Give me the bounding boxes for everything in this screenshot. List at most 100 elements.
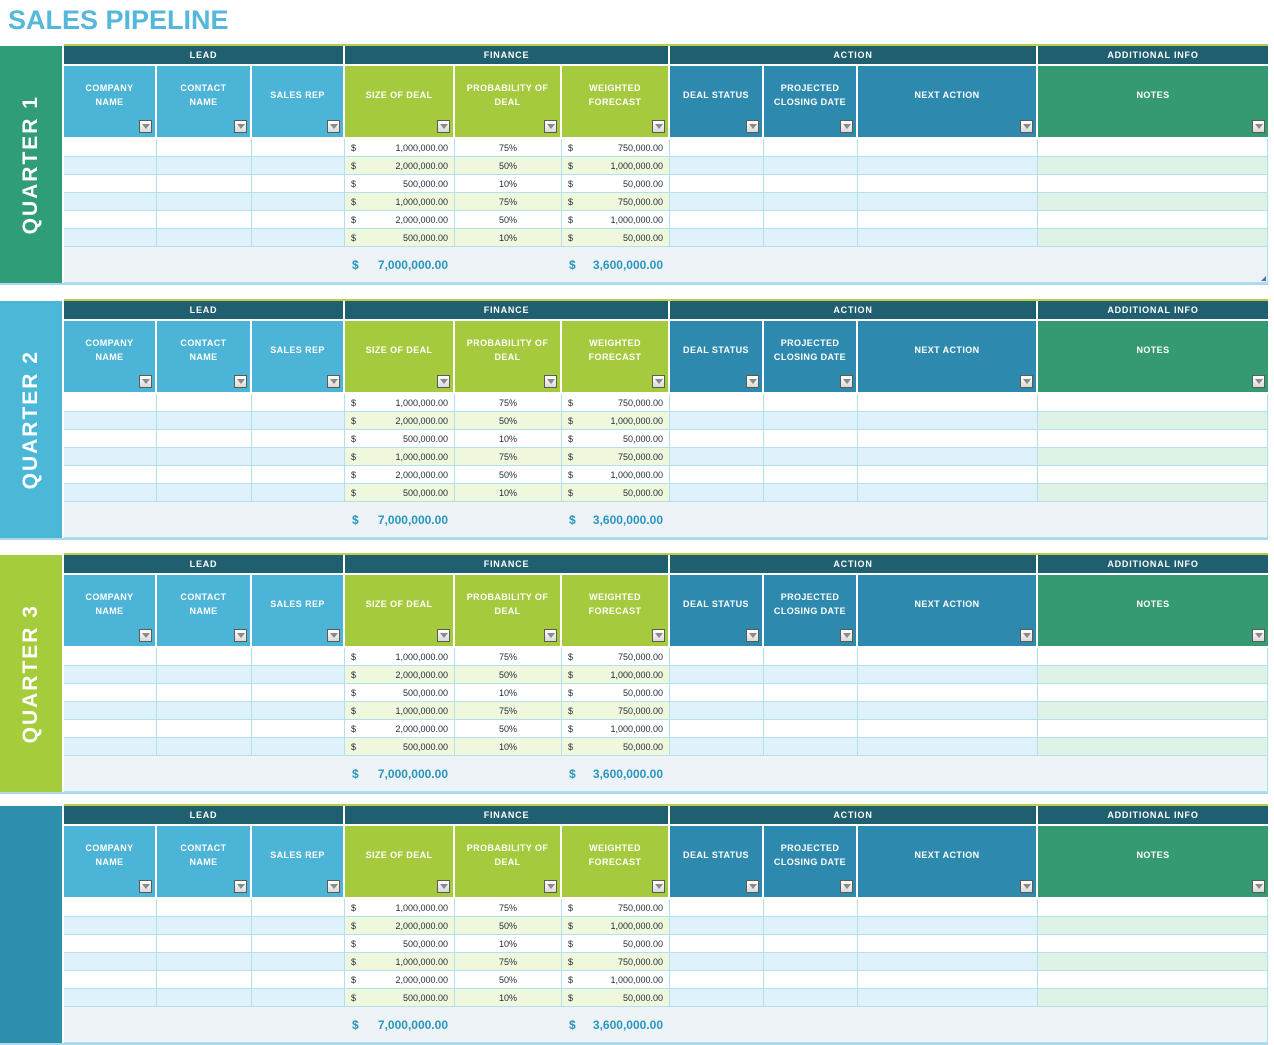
- cell-probability-of-deal[interactable]: 10%: [455, 484, 562, 502]
- cell-size-of-deal[interactable]: $1,000,000.00: [345, 193, 455, 211]
- cell-size-of-deal[interactable]: $1,000,000.00: [345, 648, 455, 666]
- cell-next-action[interactable]: [858, 648, 1038, 666]
- filter-button-contact-name[interactable]: [234, 375, 247, 388]
- filter-button-next-action[interactable]: [1020, 120, 1033, 133]
- cell-sales-rep[interactable]: [252, 229, 345, 247]
- total-cell-weighted-forecast[interactable]: $3,600,000.00: [562, 1007, 670, 1042]
- cell-next-action[interactable]: [858, 157, 1038, 175]
- cell-weighted-forecast[interactable]: $750,000.00: [562, 193, 670, 211]
- cell-notes[interactable]: [1038, 175, 1268, 193]
- filter-button-next-action[interactable]: [1020, 375, 1033, 388]
- cell-projected-closing-date[interactable]: [764, 935, 858, 953]
- cell-deal-status[interactable]: [670, 448, 764, 466]
- cell-sales-rep[interactable]: [252, 953, 345, 971]
- cell-probability-of-deal[interactable]: 50%: [455, 917, 562, 935]
- cell-sales-rep[interactable]: [252, 702, 345, 720]
- cell-sales-rep[interactable]: [252, 448, 345, 466]
- cell-company-name[interactable]: [64, 157, 157, 175]
- cell-weighted-forecast[interactable]: $750,000.00: [562, 394, 670, 412]
- cell-size-of-deal[interactable]: $2,000,000.00: [345, 971, 455, 989]
- cell-projected-closing-date[interactable]: [764, 229, 858, 247]
- cell-notes[interactable]: [1038, 953, 1268, 971]
- cell-weighted-forecast[interactable]: $1,000,000.00: [562, 720, 670, 738]
- cell-company-name[interactable]: [64, 466, 157, 484]
- cell-company-name[interactable]: [64, 193, 157, 211]
- cell-projected-closing-date[interactable]: [764, 157, 858, 175]
- cell-company-name[interactable]: [64, 648, 157, 666]
- cell-contact-name[interactable]: [157, 412, 252, 430]
- cell-deal-status[interactable]: [670, 953, 764, 971]
- cell-sales-rep[interactable]: [252, 193, 345, 211]
- cell-weighted-forecast[interactable]: $1,000,000.00: [562, 917, 670, 935]
- cell-next-action[interactable]: [858, 466, 1038, 484]
- cell-size-of-deal[interactable]: $2,000,000.00: [345, 211, 455, 229]
- cell-contact-name[interactable]: [157, 971, 252, 989]
- filter-button-deal-status[interactable]: [746, 880, 759, 893]
- filter-button-probability-of-deal[interactable]: [544, 880, 557, 893]
- cell-weighted-forecast[interactable]: $750,000.00: [562, 702, 670, 720]
- cell-company-name[interactable]: [64, 720, 157, 738]
- filter-button-weighted-forecast[interactable]: [652, 629, 665, 642]
- cell-projected-closing-date[interactable]: [764, 484, 858, 502]
- filter-button-sales-rep[interactable]: [327, 375, 340, 388]
- cell-deal-status[interactable]: [670, 935, 764, 953]
- cell-contact-name[interactable]: [157, 953, 252, 971]
- cell-deal-status[interactable]: [670, 430, 764, 448]
- cell-next-action[interactable]: [858, 738, 1038, 756]
- cell-projected-closing-date[interactable]: [764, 899, 858, 917]
- filter-button-company-name[interactable]: [139, 629, 152, 642]
- cell-probability-of-deal[interactable]: 75%: [455, 193, 562, 211]
- cell-weighted-forecast[interactable]: $750,000.00: [562, 448, 670, 466]
- cell-sales-rep[interactable]: [252, 139, 345, 157]
- cell-projected-closing-date[interactable]: [764, 139, 858, 157]
- filter-button-size-of-deal[interactable]: [437, 120, 450, 133]
- cell-weighted-forecast[interactable]: $1,000,000.00: [562, 666, 670, 684]
- cell-sales-rep[interactable]: [252, 684, 345, 702]
- cell-next-action[interactable]: [858, 899, 1038, 917]
- cell-contact-name[interactable]: [157, 175, 252, 193]
- cell-size-of-deal[interactable]: $2,000,000.00: [345, 157, 455, 175]
- cell-size-of-deal[interactable]: $500,000.00: [345, 684, 455, 702]
- cell-deal-status[interactable]: [670, 702, 764, 720]
- filter-button-sales-rep[interactable]: [327, 120, 340, 133]
- cell-notes[interactable]: [1038, 702, 1268, 720]
- filter-button-probability-of-deal[interactable]: [544, 375, 557, 388]
- cell-sales-rep[interactable]: [252, 412, 345, 430]
- cell-contact-name[interactable]: [157, 466, 252, 484]
- cell-contact-name[interactable]: [157, 394, 252, 412]
- cell-projected-closing-date[interactable]: [764, 666, 858, 684]
- filter-button-contact-name[interactable]: [234, 120, 247, 133]
- cell-deal-status[interactable]: [670, 466, 764, 484]
- cell-notes[interactable]: [1038, 484, 1268, 502]
- cell-deal-status[interactable]: [670, 484, 764, 502]
- cell-probability-of-deal[interactable]: 75%: [455, 394, 562, 412]
- cell-size-of-deal[interactable]: $2,000,000.00: [345, 666, 455, 684]
- cell-sales-rep[interactable]: [252, 430, 345, 448]
- filter-button-weighted-forecast[interactable]: [652, 120, 665, 133]
- cell-size-of-deal[interactable]: $500,000.00: [345, 738, 455, 756]
- cell-sales-rep[interactable]: [252, 989, 345, 1007]
- cell-notes[interactable]: [1038, 738, 1268, 756]
- filter-button-projected-closing-date[interactable]: [840, 375, 853, 388]
- cell-sales-rep[interactable]: [252, 935, 345, 953]
- cell-company-name[interactable]: [64, 971, 157, 989]
- cell-projected-closing-date[interactable]: [764, 193, 858, 211]
- cell-probability-of-deal[interactable]: 75%: [455, 953, 562, 971]
- cell-probability-of-deal[interactable]: 10%: [455, 175, 562, 193]
- cell-projected-closing-date[interactable]: [764, 953, 858, 971]
- cell-deal-status[interactable]: [670, 971, 764, 989]
- total-cell-weighted-forecast[interactable]: $3,600,000.00: [562, 247, 670, 282]
- cell-deal-status[interactable]: [670, 648, 764, 666]
- cell-company-name[interactable]: [64, 484, 157, 502]
- cell-notes[interactable]: [1038, 935, 1268, 953]
- filter-button-size-of-deal[interactable]: [437, 629, 450, 642]
- cell-projected-closing-date[interactable]: [764, 989, 858, 1007]
- cell-weighted-forecast[interactable]: $50,000.00: [562, 229, 670, 247]
- cell-sales-rep[interactable]: [252, 738, 345, 756]
- cell-contact-name[interactable]: [157, 157, 252, 175]
- cell-company-name[interactable]: [64, 430, 157, 448]
- cell-deal-status[interactable]: [670, 917, 764, 935]
- filter-button-size-of-deal[interactable]: [437, 880, 450, 893]
- cell-next-action[interactable]: [858, 139, 1038, 157]
- cell-weighted-forecast[interactable]: $50,000.00: [562, 684, 670, 702]
